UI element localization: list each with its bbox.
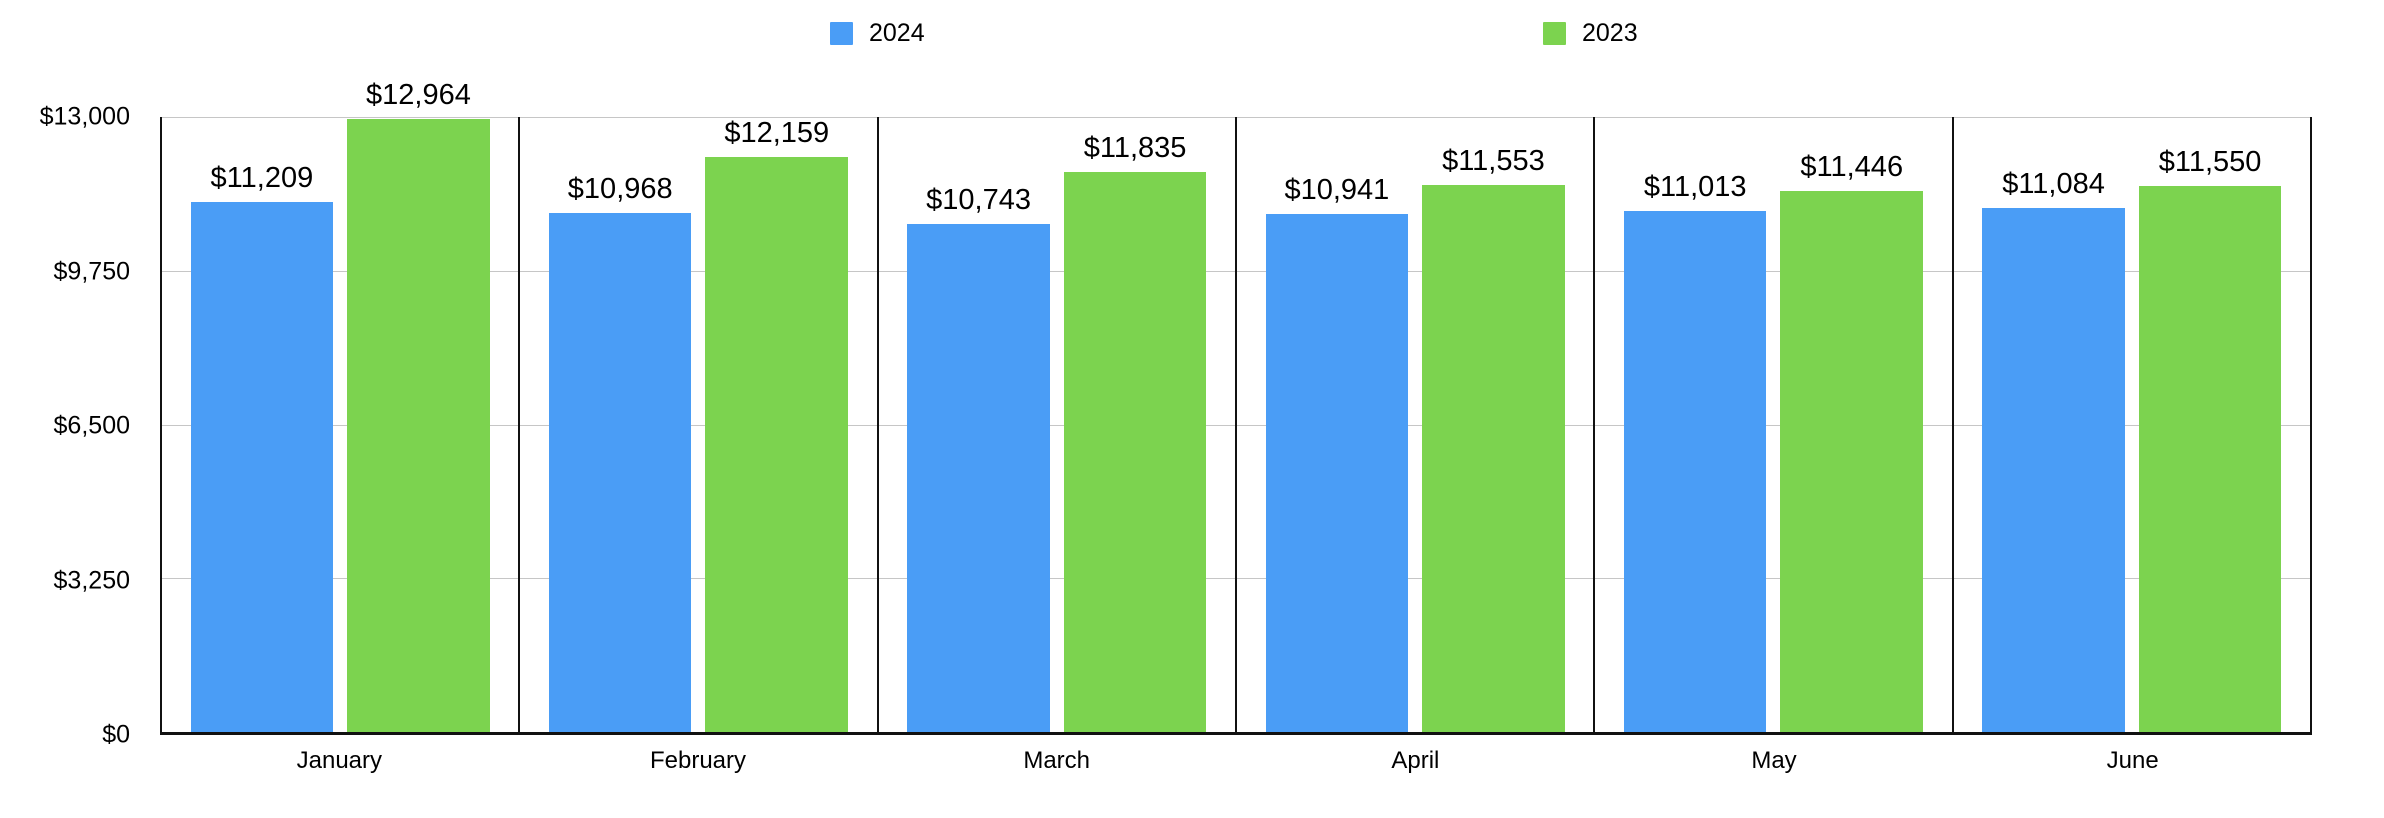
bar-2024-june: $11,084 bbox=[1982, 168, 2125, 732]
x-axis-label-april: April bbox=[1391, 747, 1440, 774]
bar-group: $11,013 $11,446 bbox=[1595, 117, 1951, 732]
legend-label: 2024 bbox=[869, 19, 925, 47]
bar-value-label: $11,446 bbox=[1800, 150, 1904, 183]
x-axis-label-march: March bbox=[1023, 747, 1091, 774]
month-panel-may: $11,013 $11,446 bbox=[1595, 117, 1954, 732]
bar-value-label: $11,550 bbox=[2158, 145, 2262, 178]
bar-2023-march: $11,835 bbox=[1063, 133, 1207, 732]
bar-value-label: $10,743 bbox=[926, 183, 1031, 216]
y-axis-tick-label: $6,500 bbox=[53, 411, 130, 440]
bar-value-label: $12,159 bbox=[724, 116, 830, 149]
bar-group: $10,743 $11,835 bbox=[879, 117, 1235, 732]
legend-item-2024: 2024 bbox=[830, 21, 925, 46]
bar-group: $10,968 $12,159 bbox=[520, 117, 876, 732]
bar-value-label: $11,835 bbox=[1083, 132, 1187, 165]
bar-value-label: $10,941 bbox=[1284, 174, 1390, 207]
month-panel-march: $10,743 $11,835 bbox=[879, 117, 1237, 732]
bar-2024-april: $10,941 bbox=[1265, 175, 1409, 732]
month-panel-february: $10,968 $12,159 bbox=[520, 117, 879, 732]
bar-value-label: $10,968 bbox=[567, 173, 673, 206]
x-axis-label-january: January bbox=[296, 747, 383, 774]
bar-2024-march: $10,743 bbox=[907, 184, 1050, 732]
x-axis-label-june: June bbox=[2106, 747, 2159, 774]
y-axis-tick-label: $3,250 bbox=[53, 566, 130, 594]
bar-2024-may: $11,013 bbox=[1623, 172, 1767, 732]
bar-value-label: $11,553 bbox=[1442, 145, 1545, 178]
bar-2024-february: $10,968 bbox=[548, 174, 692, 732]
x-axis-labels: January February March April May June bbox=[160, 748, 2312, 774]
y-axis-labels: $13,000 $9,750 $6,500 $3,250 $0 bbox=[0, 104, 130, 747]
bar-value-label: $12,964 bbox=[366, 78, 471, 111]
bar-2023-january: $12,964 bbox=[347, 79, 490, 732]
bar-value-label: $11,084 bbox=[2002, 167, 2105, 200]
y-axis-tick-label: $13,000 bbox=[39, 102, 130, 131]
bar-2023-february: $12,159 bbox=[705, 117, 849, 732]
legend-item-2023: 2023 bbox=[1543, 21, 1638, 46]
bar-group: $11,209 $12,964 bbox=[162, 79, 518, 732]
legend-label: 2023 bbox=[1582, 19, 1638, 47]
y-axis-tick-label: $9,750 bbox=[53, 257, 130, 285]
bar-group: $11,084 $11,550 bbox=[1954, 117, 2310, 732]
legend-swatch-icon bbox=[830, 22, 853, 45]
bar-2023-april: $11,553 bbox=[1422, 146, 1565, 732]
y-axis-tick-label: $0 bbox=[102, 720, 130, 749]
legend-swatch-icon bbox=[1543, 22, 1566, 45]
bar-2024-january: $11,209 bbox=[190, 162, 334, 732]
bar-value-label: $11,013 bbox=[1643, 171, 1747, 204]
month-panel-june: $11,084 $11,550 bbox=[1954, 117, 2310, 732]
plot-area: $11,209 $12,964 $10,968 $12,159 $10,743 $11,8… bbox=[160, 79, 2312, 735]
bar-2023-june: $11,550 bbox=[2138, 146, 2282, 732]
month-panels: $11,209 $12,964 $10,968 $12,159 $10,743 $11,8… bbox=[162, 79, 2310, 732]
month-panel-january: $11,209 $12,964 bbox=[162, 79, 521, 732]
month-panel-april: $10,941 $11,553 bbox=[1237, 117, 1596, 732]
x-axis-label-february: February bbox=[649, 747, 747, 774]
bar-group: $10,941 $11,553 bbox=[1237, 117, 1593, 732]
x-axis-label-may: May bbox=[1751, 747, 1797, 774]
bar-value-label: $11,209 bbox=[210, 161, 314, 194]
bar-2023-may: $11,446 bbox=[1780, 151, 1923, 732]
